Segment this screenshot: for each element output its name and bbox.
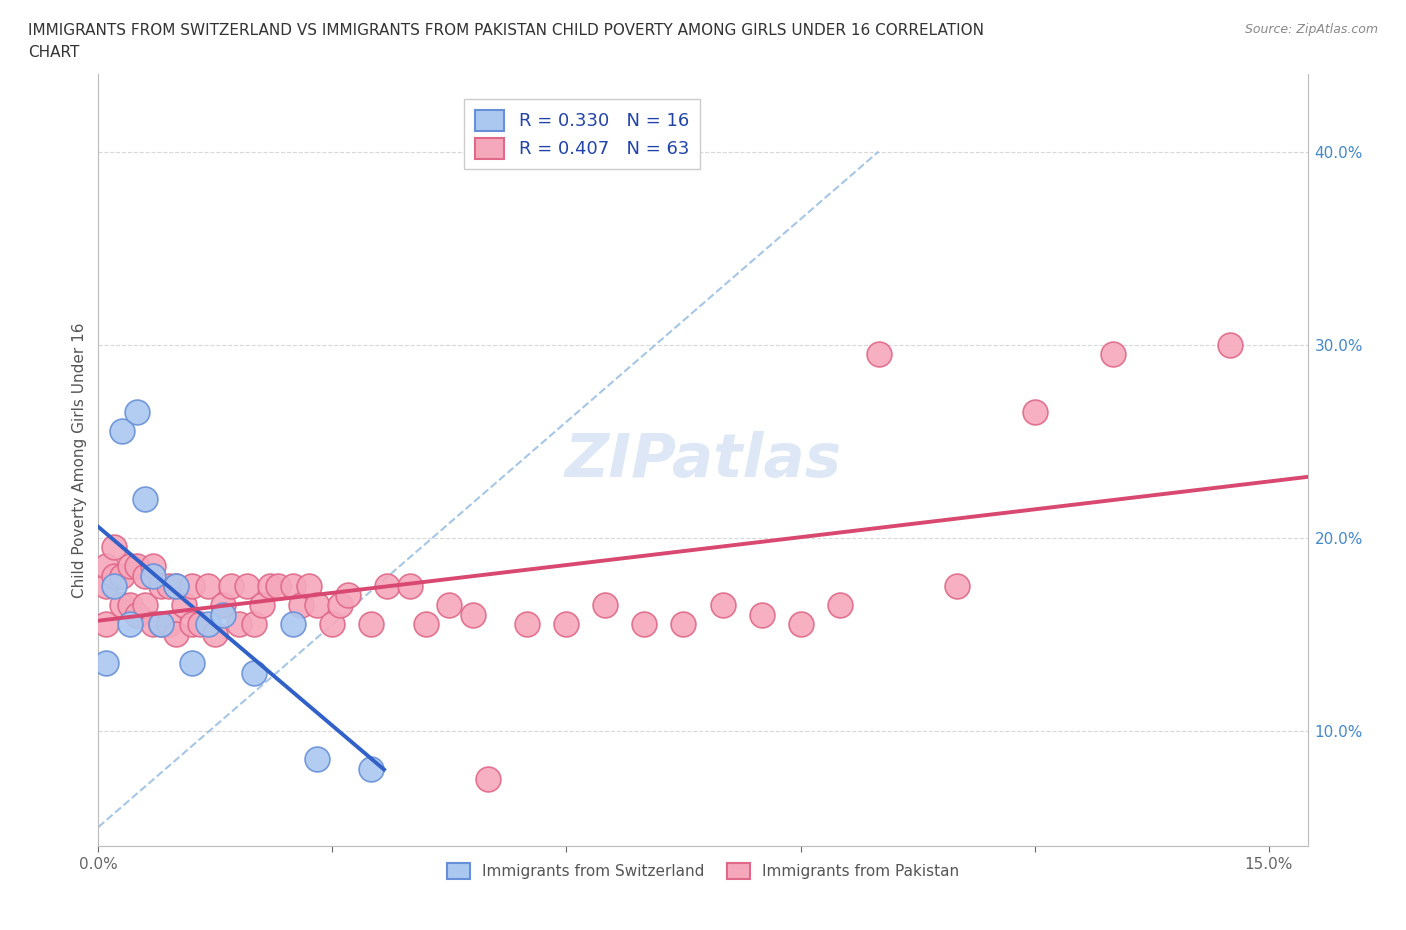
Point [181,656,204,671]
Point [127,559,149,574]
Point [283,578,305,593]
Point [259,578,281,593]
Point [157,578,180,593]
Point [173,598,195,613]
Point [360,762,382,777]
Point [118,559,141,574]
Point [751,607,773,622]
Point [157,617,180,631]
Point [461,607,484,622]
Point [212,607,235,622]
Point [165,578,187,593]
Point [149,617,172,631]
Point [181,578,204,593]
Point [360,617,382,631]
Point [321,617,343,631]
Point [1101,347,1123,362]
Point [305,752,328,767]
Point [149,617,172,631]
Text: Source: ZipAtlas.com: Source: ZipAtlas.com [1244,23,1378,36]
Point [103,569,125,584]
Point [219,578,242,593]
Point [204,627,226,642]
Point [165,627,187,642]
Point [103,578,125,593]
Point [305,598,328,613]
Point [142,569,165,584]
Point [477,771,499,786]
Point [415,617,437,631]
Point [555,617,578,631]
Point [235,578,257,593]
Point [243,665,266,680]
Point [149,578,172,593]
Point [298,578,321,593]
Point [197,578,219,593]
Point [1024,405,1046,419]
Point [111,569,134,584]
Point [267,578,290,593]
Point [283,617,305,631]
Point [127,405,149,419]
Point [633,617,655,631]
Text: IMMIGRANTS FROM SWITZERLAND VS IMMIGRANTS FROM PAKISTAN CHILD POVERTY AMONG GIRL: IMMIGRANTS FROM SWITZERLAND VS IMMIGRANT… [28,23,984,38]
Point [188,617,211,631]
Point [789,617,811,631]
Point [243,617,266,631]
Text: ZIPatlas: ZIPatlas [564,431,842,490]
Point [595,598,617,613]
Point [134,569,156,584]
Point [142,617,165,631]
Point [711,598,734,613]
Point [118,617,141,631]
Point [828,598,851,613]
Point [1219,338,1241,352]
Point [439,598,461,613]
Point [96,578,118,593]
Point [868,347,890,362]
Point [290,598,312,613]
Point [329,598,352,613]
Point [134,598,156,613]
Point [96,617,118,631]
Point [228,617,250,631]
Point [111,424,134,439]
Point [945,578,967,593]
Point [96,656,118,671]
Y-axis label: Child Poverty Among Girls Under 16: Child Poverty Among Girls Under 16 [72,323,87,598]
Point [142,559,165,574]
Point [103,539,125,554]
Point [96,559,118,574]
Point [111,598,134,613]
Point [399,578,422,593]
Point [337,588,360,603]
Point [127,607,149,622]
Point [212,598,235,613]
Point [197,617,219,631]
Point [181,617,204,631]
Point [516,617,538,631]
Text: CHART: CHART [28,45,80,60]
Point [672,617,695,631]
Point [118,598,141,613]
Point [375,578,398,593]
Point [165,578,187,593]
Legend: Immigrants from Switzerland, Immigrants from Pakistan: Immigrants from Switzerland, Immigrants … [440,857,966,885]
Point [252,598,274,613]
Point [134,491,156,506]
